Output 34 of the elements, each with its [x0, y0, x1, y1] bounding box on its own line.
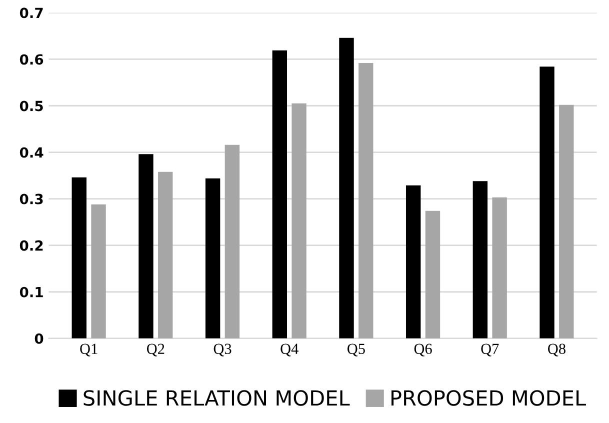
legend-label: PROPOSED MODEL: [392, 390, 586, 406]
y-tick-label: 0.5: [20, 100, 43, 112]
bar: [472, 181, 488, 338]
bar: [358, 62, 374, 338]
bar: [91, 204, 106, 338]
y-tick-label: 0.6: [20, 54, 44, 65]
bar: [492, 197, 507, 338]
legend-label: SINGLE RELATION MODEL: [84, 390, 350, 406]
x-tick-label: Q5: [347, 344, 365, 356]
y-tick-label: 0.1: [20, 286, 43, 298]
bar: [292, 103, 306, 338]
bar: [406, 185, 421, 338]
bar: [339, 38, 354, 338]
x-tick-label: Q4: [280, 344, 298, 356]
y-tick-label: 0.4: [20, 147, 44, 158]
bar: [72, 177, 86, 338]
bar: [272, 50, 288, 338]
bar: [559, 104, 574, 338]
x-tick-label: Q6: [414, 344, 432, 356]
x-tick-label: Q3: [214, 344, 232, 356]
bar: [425, 210, 440, 338]
x-tick-label: Q2: [146, 344, 164, 356]
bar: [540, 66, 554, 338]
y-tick-label: 0.2: [20, 240, 43, 251]
y-tick-label: 0: [34, 333, 44, 344]
bar: [138, 154, 154, 338]
x-tick-label: Q7: [481, 344, 499, 356]
y-tick-label: 0.7: [20, 8, 43, 18]
x-tick-label: Q8: [548, 344, 566, 356]
bar: [158, 172, 173, 338]
x-tick-label: Q1: [80, 344, 98, 356]
y-tick-label: 0.3: [20, 194, 43, 204]
bar: [205, 178, 220, 338]
bar: [224, 144, 240, 338]
